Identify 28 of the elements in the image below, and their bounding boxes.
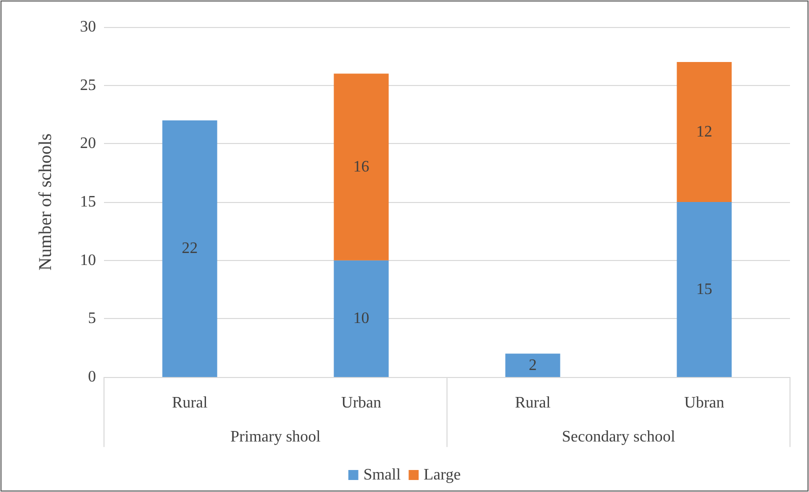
legend-label: Large: [424, 466, 461, 484]
data-label: 22: [182, 240, 198, 258]
data-label: 2: [528, 356, 537, 374]
legend-label: Small: [363, 466, 402, 484]
data-label: 10: [353, 310, 370, 328]
bar: [334, 74, 389, 260]
y-axis-title: Number of schools: [35, 134, 55, 270]
x-tick-label: Rural: [514, 394, 552, 412]
x-tick-label: Rural: [172, 394, 208, 412]
y-tick-label: 5: [88, 310, 96, 328]
bar: [334, 260, 389, 377]
y-tick-label: 10: [80, 252, 96, 269]
data-label: 16: [353, 158, 370, 176]
y-tick-label: 25: [80, 76, 96, 94]
bar: [162, 120, 218, 377]
x-tick-label: Ubran: [684, 394, 724, 412]
x-tick-label: Urban: [341, 394, 382, 412]
y-tick-label: 15: [80, 194, 96, 210]
bar: [505, 354, 560, 377]
data-label: 12: [696, 124, 712, 140]
y-tick-label: 0: [88, 368, 96, 386]
y-tick-label: 30: [80, 18, 96, 36]
text: Primary shool: [230, 428, 322, 446]
y-tick-label: 20: [80, 135, 96, 152]
bar: [676, 202, 732, 377]
data-label: 15: [696, 281, 712, 298]
text: Secondary school: [562, 428, 676, 446]
bar: [676, 62, 732, 202]
